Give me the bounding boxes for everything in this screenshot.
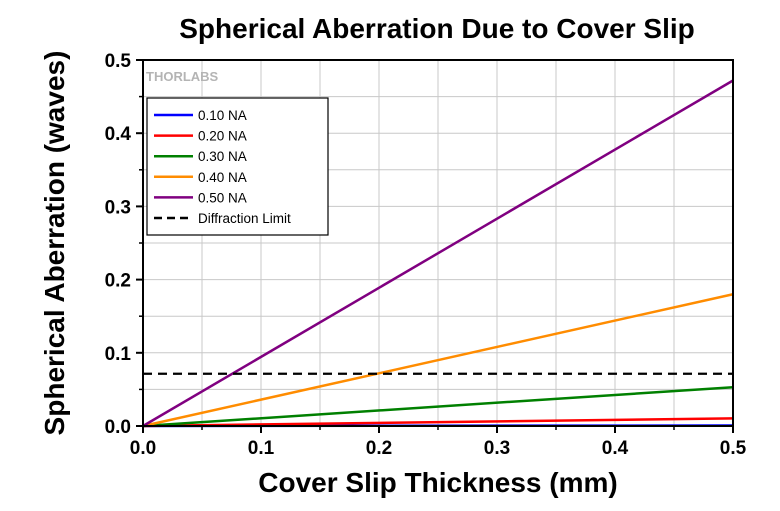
y-tick-label: 0.3 (105, 197, 131, 218)
grid (143, 60, 733, 426)
series-line (142, 417, 734, 428)
legend-label: 0.40 NA (198, 170, 247, 185)
x-tick-label: 0.4 (602, 438, 629, 459)
x-tick-label: 0.0 (130, 438, 156, 459)
y-tick-label: 0.5 (105, 51, 132, 72)
y-tick-label: 0.1 (105, 344, 132, 365)
legend-label: 0.30 NA (198, 149, 247, 164)
y-tick-label: 0.4 (105, 124, 132, 145)
x-tick-label: 0.5 (720, 438, 747, 459)
y-axis-title: Spherical Aberration (waves) (39, 51, 70, 436)
x-tick-label: 0.3 (484, 438, 510, 459)
x-tick-label: 0.1 (248, 438, 275, 459)
legend-box (146, 97, 329, 236)
series-line (142, 293, 734, 428)
legend-label: 0.20 NA (198, 129, 247, 144)
legend-label: 0.50 NA (198, 190, 247, 205)
watermark-logo: THORLABS (146, 69, 219, 84)
legend-label: Diffraction Limit (198, 211, 291, 226)
ticks (136, 59, 734, 433)
y-tick-label: 0.2 (105, 271, 131, 292)
legend: 0.10 NA 0.20 NA 0.30 NA 0.40 NA 0.50 NA Diffr… (146, 97, 329, 236)
series-line (142, 79, 734, 428)
legend-label: 0.10 NA (198, 108, 247, 123)
series-line (142, 385, 734, 428)
y-tick-label: 0.0 (105, 417, 131, 438)
x-tick-label: 0.2 (366, 438, 392, 459)
tick-labels: 0.0 0.1 0.2 0.3 0.4 0.5 0.0 0.1 0.2 0.3 0.4 0.5 (105, 51, 747, 459)
x-axis-title: Cover Slip Thickness (mm) (258, 467, 617, 498)
chart-title: Spherical Aberration Due to Cover Slip (179, 13, 695, 44)
